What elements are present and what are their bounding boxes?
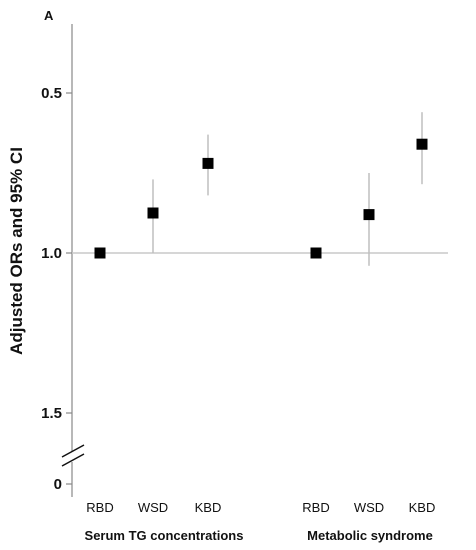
- axis-break-mark: [61, 444, 85, 458]
- y-tick-label: 1.0: [41, 245, 62, 262]
- category-label: RBD: [302, 500, 329, 515]
- or-point: [202, 157, 214, 169]
- group-label: Serum TG concentrations: [85, 528, 244, 543]
- panel-label: A: [44, 8, 54, 23]
- or-point: [310, 247, 322, 259]
- y-axis-label: Adjusted ORs and 95% CI: [7, 147, 26, 355]
- category-label: WSD: [354, 500, 384, 515]
- group-label: Metabolic syndrome: [307, 528, 433, 543]
- y-tick-label: 0: [54, 476, 62, 493]
- or-point: [147, 207, 159, 219]
- or-point: [94, 247, 106, 259]
- or-point: [416, 138, 428, 150]
- y-tick-label: 1.5: [41, 405, 62, 422]
- or-point: [363, 209, 375, 221]
- category-label: RBD: [86, 500, 113, 515]
- axis-break-mark: [61, 453, 85, 467]
- category-label: WSD: [138, 500, 168, 515]
- y-tick-label: 0.5: [41, 85, 62, 102]
- category-label: KBD: [409, 500, 436, 515]
- category-label: KBD: [195, 500, 222, 515]
